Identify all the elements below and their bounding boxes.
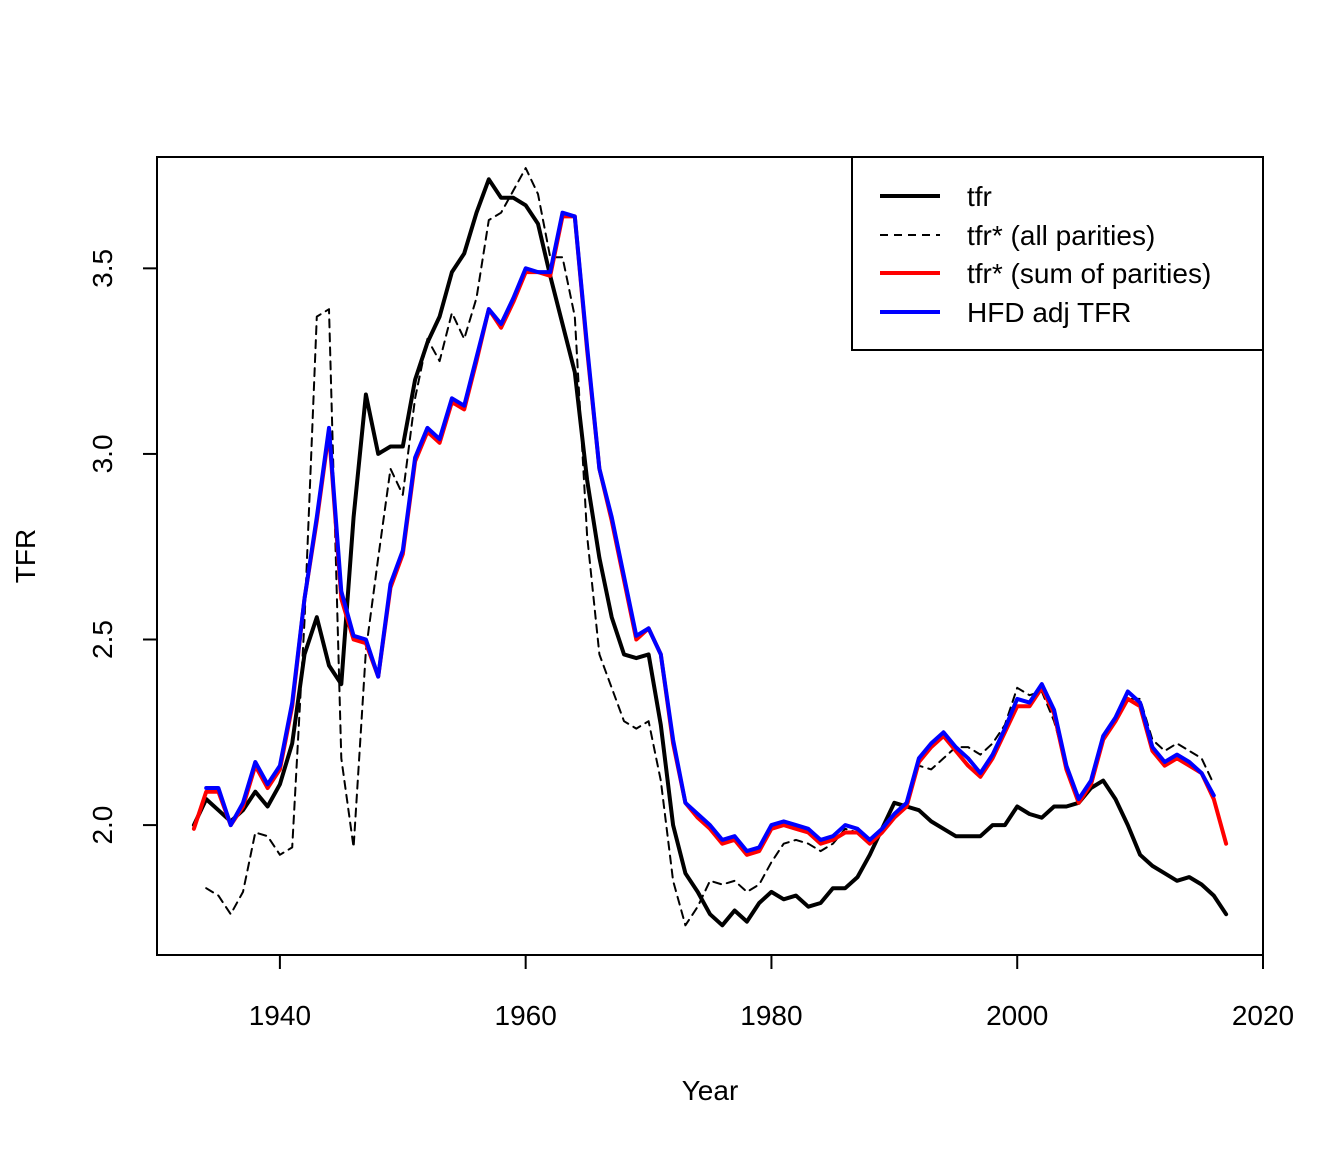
axes-layer: 1940 1960 1980 2000 2020 2.0 2.5 3.0 3.5	[87, 249, 1294, 1031]
series-line-hfd-adj-tfr	[204, 210, 1216, 854]
y-tick-label: 3.0	[87, 434, 118, 473]
y-tick-label: 3.5	[87, 249, 118, 288]
series-layer	[191, 167, 1229, 928]
legend-box	[851, 156, 1264, 351]
x-tick-label: 2000	[986, 1000, 1048, 1031]
x-tick-label: 1940	[249, 1000, 311, 1031]
x-tick-label: 1960	[495, 1000, 557, 1031]
series-line-tfr-all-parities	[205, 167, 1215, 927]
y-axis-title: TFR	[10, 529, 41, 583]
legend-label-tfr: tfr	[967, 181, 992, 212]
legend-label-tfr-all-parities: tfr* (all parities)	[967, 220, 1155, 251]
y-tick-label: 2.5	[87, 620, 118, 659]
series-line-tfr	[191, 177, 1229, 928]
legend-label-tfr-sum-parities: tfr* (sum of parities)	[967, 258, 1211, 289]
x-tick-label: 2020	[1232, 1000, 1294, 1031]
x-axis-title: Year	[682, 1075, 739, 1106]
y-tick-label: 2.0	[87, 806, 118, 845]
legend: tfr tfr* (all parities) tfr* (sum of par…	[851, 156, 1264, 351]
x-tick-label: 1980	[740, 1000, 802, 1031]
legend-label-hfd-adj-tfr: HFD adj TFR	[967, 297, 1131, 328]
